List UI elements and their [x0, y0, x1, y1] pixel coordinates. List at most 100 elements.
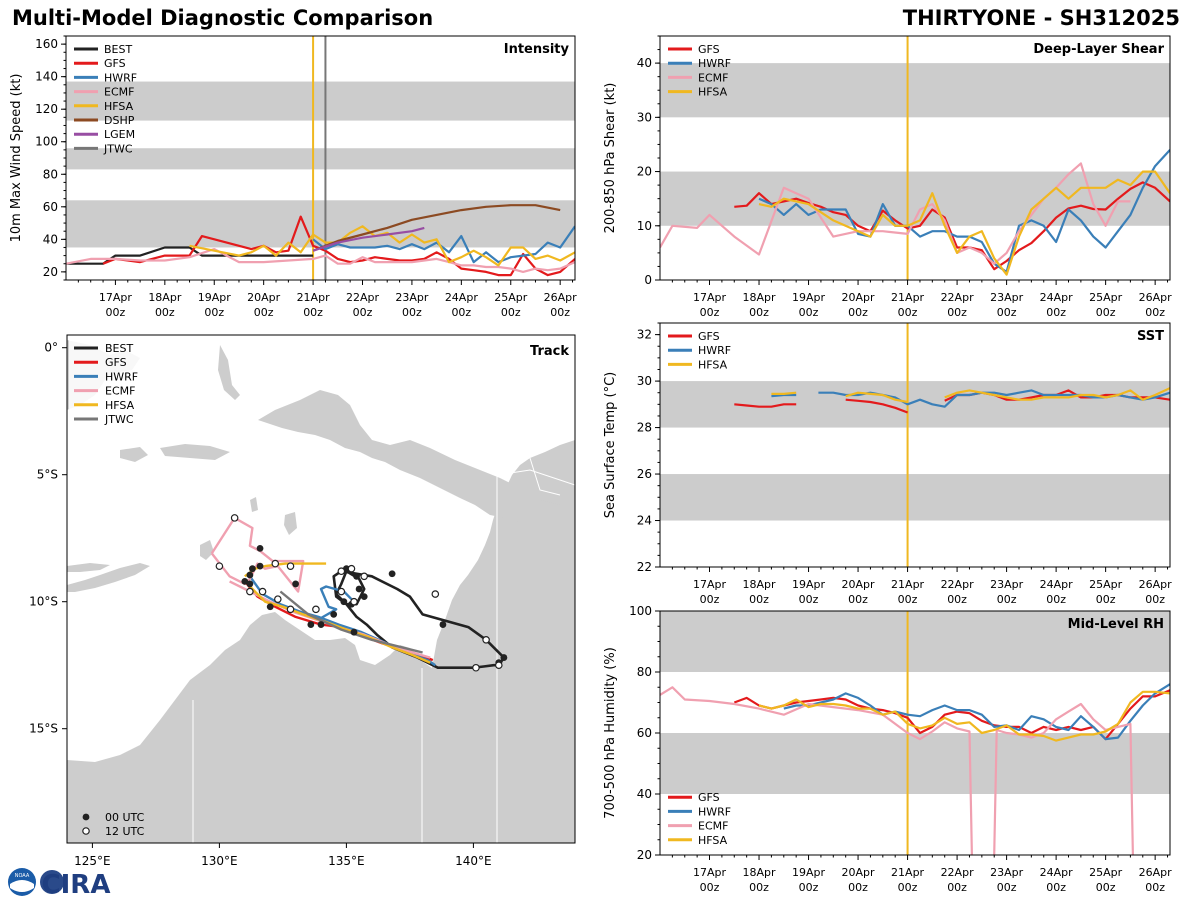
sst-xtick-day: 18Apr	[743, 578, 777, 591]
track-marker-00utc	[256, 562, 264, 570]
shear-xtick-hour: 00z	[997, 306, 1017, 319]
sst-xtick-hour: 00z	[1145, 593, 1165, 606]
sst-xtick-day: 26Apr	[1139, 578, 1173, 591]
intensity-xtick-day: 17Apr	[99, 291, 133, 304]
track-marker-00utc	[241, 577, 249, 585]
shear-xtick-hour: 00z	[749, 306, 769, 319]
shear-xtick-hour: 00z	[947, 306, 967, 319]
shear-xtick-hour: 00z	[898, 306, 918, 319]
intensity-series-lgem	[312, 226, 425, 252]
shear-ytick-label: 30	[637, 110, 652, 124]
intensity-xtick-day: 26Apr	[544, 291, 578, 304]
intensity-ytick-label: 20	[43, 265, 58, 279]
sst-xtick-day: 25Apr	[1089, 578, 1123, 591]
track-marker-00utc	[317, 621, 325, 628]
intensity-title: Intensity	[504, 42, 570, 57]
intensity-xtick-day: 19Apr	[198, 291, 232, 304]
track-marker-12utc	[258, 587, 267, 596]
intensity-xtick-hour: 00z	[451, 306, 471, 319]
shear-xtick-day: 21Apr	[891, 291, 925, 304]
shear-xtick-day: 17Apr	[693, 291, 727, 304]
intensity-series-gfs	[102, 215, 575, 277]
land-seram	[160, 444, 230, 460]
track-marker-00utc	[388, 570, 396, 578]
track-marker-00utc	[249, 565, 256, 573]
sst-xtick-hour: 00z	[848, 593, 868, 606]
sst-xtick-hour: 00z	[799, 593, 819, 606]
rh-xtick-hour: 00z	[799, 881, 819, 894]
sst-legend-label-hwrf: HWRF	[698, 344, 731, 357]
logo-graphics: NOAA CIRA	[8, 868, 111, 900]
sst-xtick-hour: 00z	[1096, 593, 1116, 606]
sst-ytick-label: 28	[637, 421, 652, 435]
intensity-xtick-hour: 00z	[353, 306, 373, 319]
intensity-legend-label-gfs: GFS	[104, 57, 126, 70]
track-series-jtwc	[279, 590, 423, 654]
rh-legend-label-hfsa: HFSA	[698, 834, 728, 847]
rh-title: Mid-Level RH	[1068, 617, 1164, 632]
track-marker-12utc	[215, 562, 224, 570]
intensity-band	[66, 81, 575, 121]
land-new-guinea	[258, 390, 575, 535]
intensity-legend-label-ecmf: ECMF	[104, 86, 134, 99]
intensity-ytick-label: 140	[35, 70, 58, 84]
rh-xtick-hour: 00z	[947, 881, 967, 894]
intensity-xtick-hour: 00z	[254, 306, 274, 319]
track-marker-12utc	[230, 514, 239, 522]
intensity-series-dshp	[312, 204, 561, 252]
rh-band	[660, 733, 1170, 794]
land-australia	[67, 440, 575, 843]
track-legend-label-00utc: 00 UTC	[105, 811, 145, 824]
track-legend-label-gfs: GFS	[105, 356, 127, 369]
track-marker-00utc	[350, 628, 358, 636]
rh-xtick-day: 21Apr	[891, 866, 925, 879]
shear-xtick-day: 18Apr	[743, 291, 777, 304]
intensity-plot-area	[66, 36, 575, 280]
track-marker-12utc	[286, 605, 295, 614]
track-legend-label-jtwc: JTWC	[104, 413, 134, 426]
shear-title: Deep-Layer Shear	[1033, 42, 1164, 57]
sst-title: SST	[1137, 329, 1164, 344]
sst-xtick-hour: 00z	[947, 593, 967, 606]
cira-logo: CIRA	[42, 870, 111, 898]
intensity-legend-label-hfsa: HFSA	[104, 100, 134, 113]
track-legend-label-hfsa: HFSA	[105, 399, 135, 412]
track-plot-area	[210, 514, 508, 672]
rh-xtick-hour: 00z	[1096, 881, 1116, 894]
sst-xtick-day: 21Apr	[891, 578, 925, 591]
intensity-ytick-label: 40	[43, 232, 58, 246]
intensity-xtick-hour: 00z	[303, 306, 323, 319]
shear-ylabel: 200-850 hPa Shear (kt)	[603, 83, 618, 234]
land-gulf-border	[192, 412, 575, 843]
intensity-legend-label-jtwc: JTWC	[103, 142, 133, 155]
rh-xtick-hour: 00z	[1046, 881, 1066, 894]
intensity-series-best	[66, 246, 314, 265]
sst-xtick-day: 20Apr	[842, 578, 876, 591]
track-legend-marker-00	[82, 813, 90, 821]
rh-ytick-label: 80	[637, 665, 652, 679]
rh-ytick-label: 100	[629, 604, 652, 618]
rh-xtick-hour: 00z	[997, 881, 1017, 894]
sst-legend-label-gfs: GFS	[698, 330, 720, 343]
sst-series-hwrf	[771, 393, 797, 398]
track-legend-label-hwrf: HWRF	[105, 370, 138, 383]
track-marker-12utc	[271, 559, 280, 568]
sst-series-hfsa	[845, 391, 908, 404]
noaa-logo-text: NOAA	[15, 873, 30, 879]
sst-xtick-hour: 00z	[898, 593, 918, 606]
rh-xtick-day: 17Apr	[693, 866, 727, 879]
intensity-series-hwrf	[312, 225, 575, 264]
rh-ytick-label: 20	[637, 848, 652, 862]
track-legend-label-best: BEST	[105, 342, 133, 355]
track-marker-00utc	[355, 585, 363, 593]
track-xtick-label: 140°E	[455, 854, 492, 868]
sst-ytick-label: 30	[637, 374, 652, 388]
track-legend-label-12utc: 12 UTC	[105, 825, 145, 838]
shear-xtick-hour: 00z	[1145, 306, 1165, 319]
sst-xtick-day: 17Apr	[693, 578, 727, 591]
intensity-xtick-day: 18Apr	[148, 291, 182, 304]
shear-series-hwrf	[758, 149, 1170, 273]
track-marker-12utc	[337, 587, 346, 596]
track-marker-12utc	[347, 564, 356, 573]
shear-xtick-hour: 00z	[700, 306, 720, 319]
